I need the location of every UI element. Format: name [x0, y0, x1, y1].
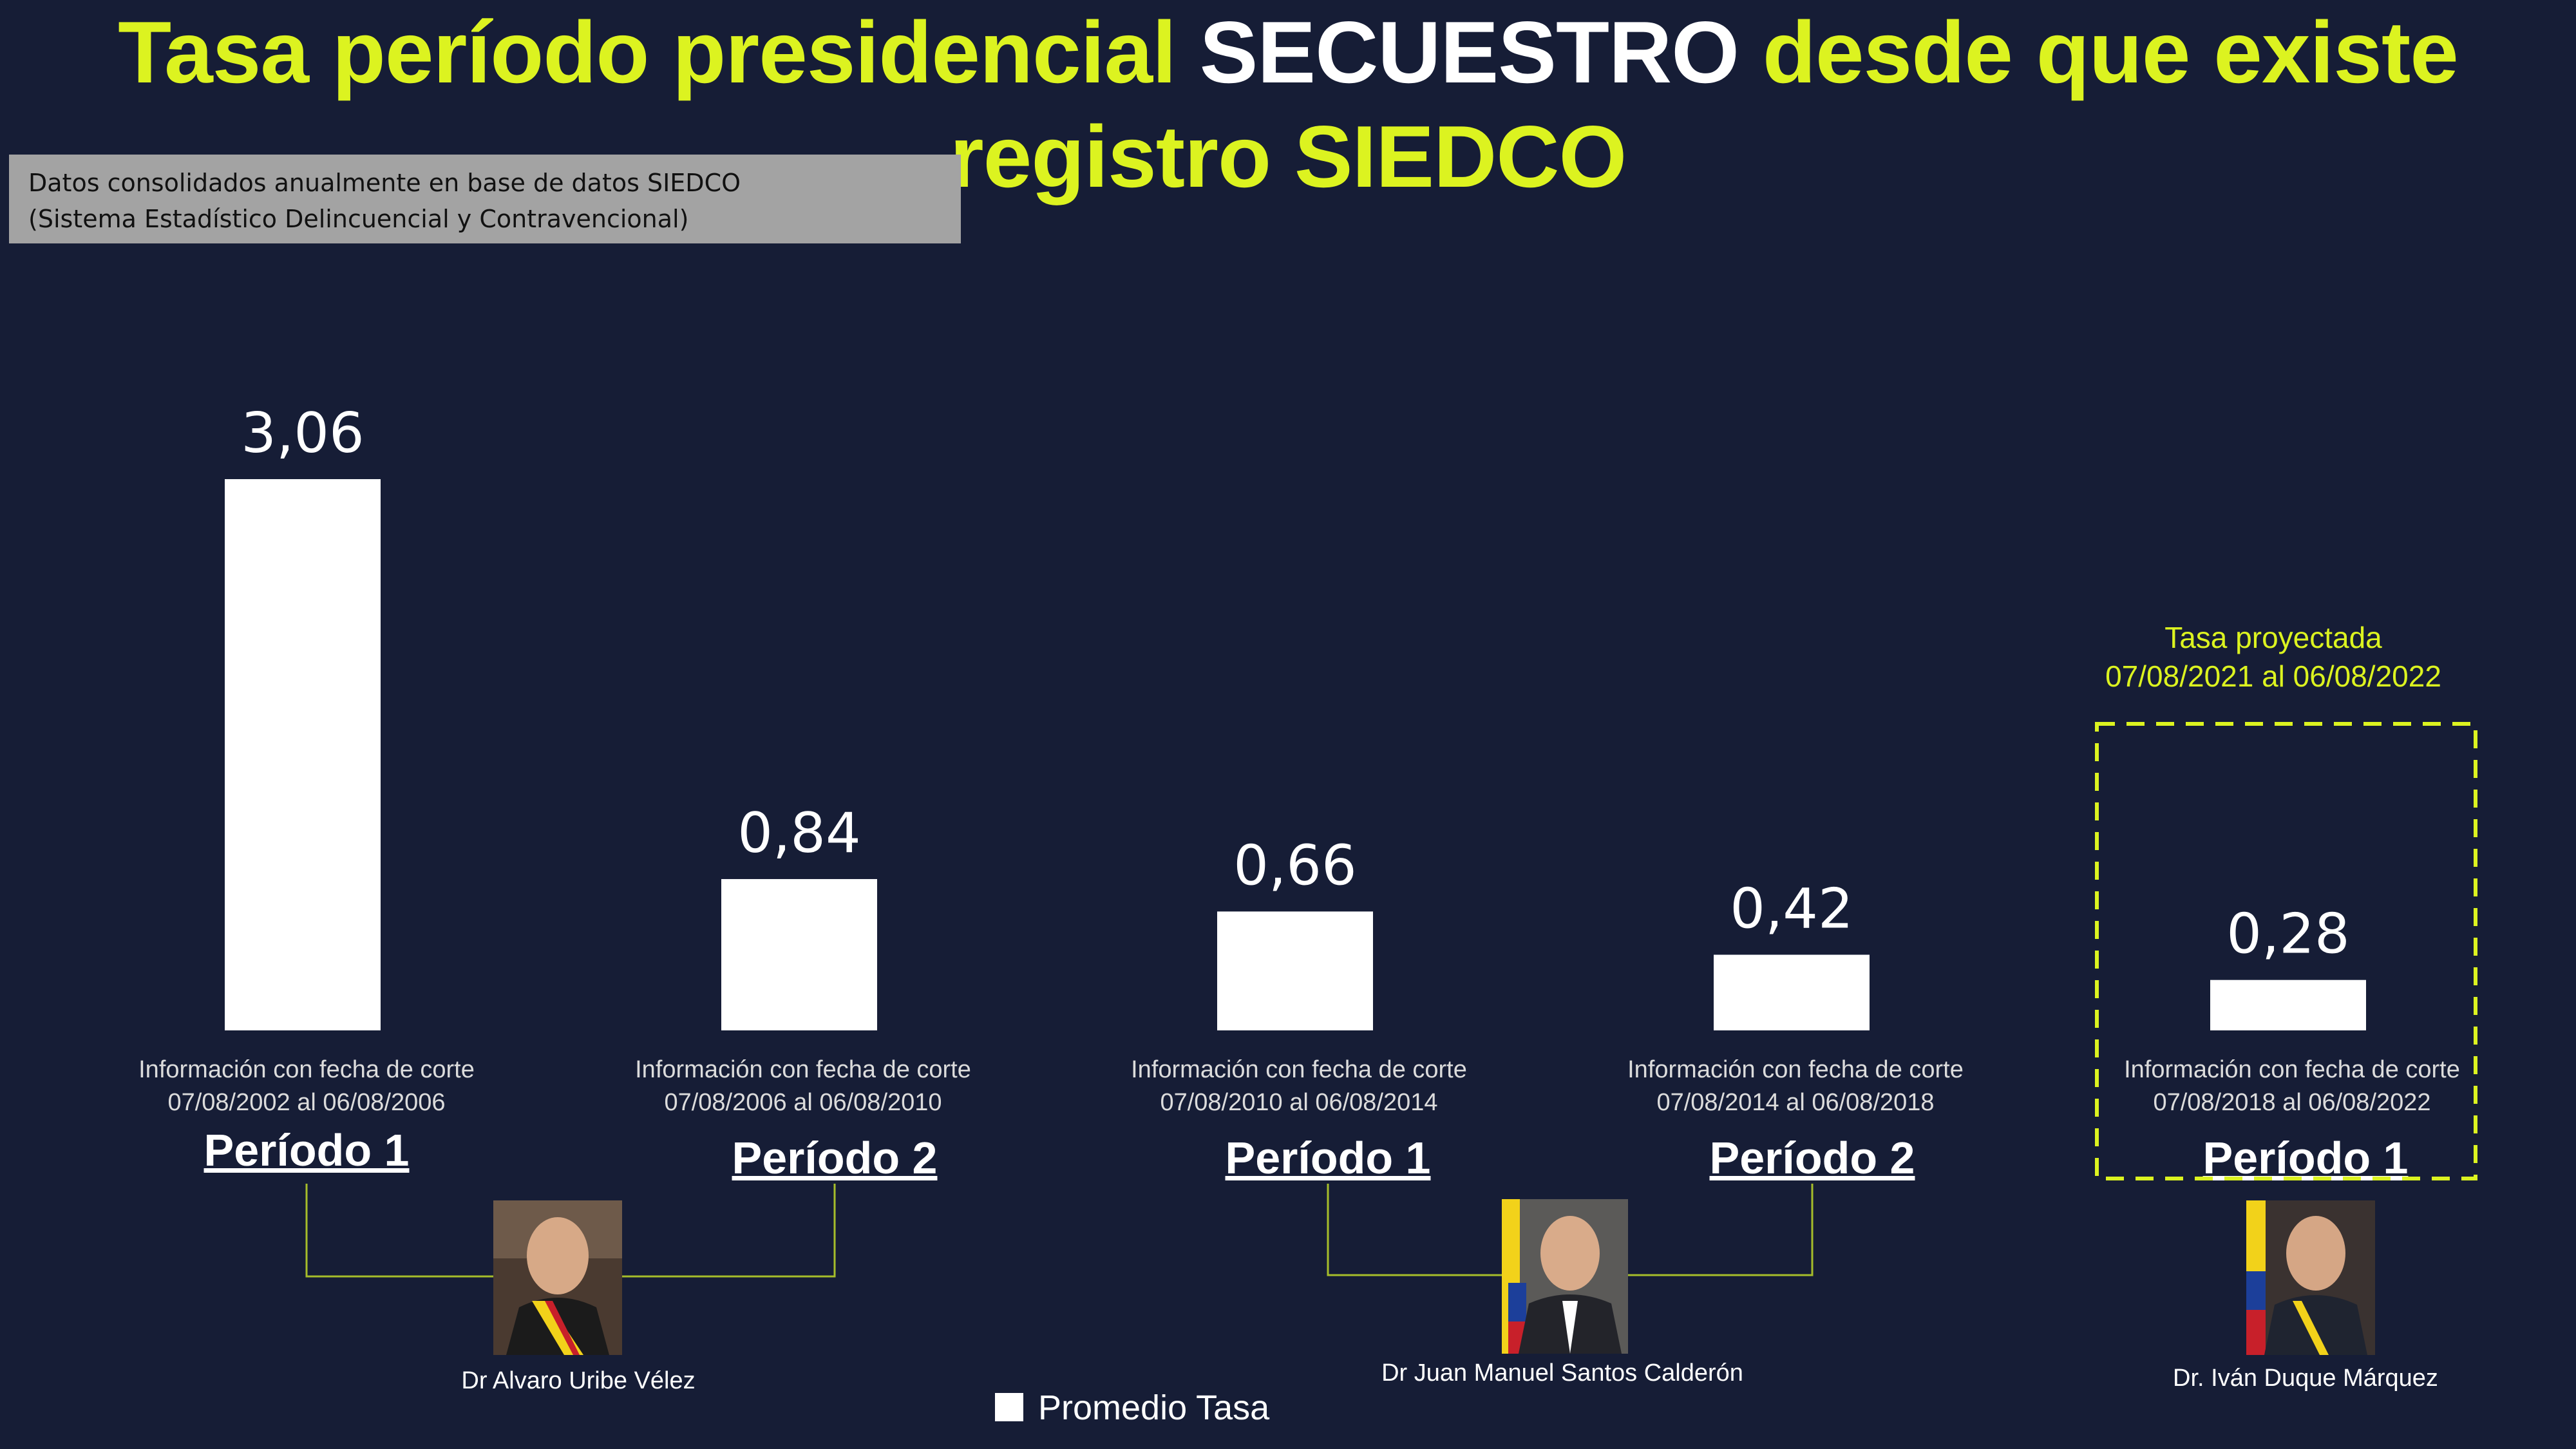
- bar-5: [2210, 980, 2366, 1030]
- period-label-3: Período 1: [1226, 1133, 1431, 1183]
- title-part-1: Tasa período presidencial: [118, 3, 1200, 101]
- data-label-4: 0,42: [1730, 877, 1853, 942]
- bar-2: [721, 879, 877, 1030]
- data-label-3: 0,66: [1233, 833, 1356, 898]
- president-name-duque: Dr. Iván Duque Márquez: [2173, 1365, 2438, 1392]
- title-part-2: desde que existe registro SIEDCO: [949, 3, 2459, 205]
- bar-3: [1217, 911, 1373, 1030]
- uribe-photo: [493, 1200, 622, 1355]
- source-note-line-1: Datos consolidados anualmente en base de…: [28, 169, 741, 197]
- labels-layer: 3,06 Información con fecha de corte 07/08/…: [138, 401, 2460, 1183]
- source-note: Datos consolidados anualmente en base de…: [9, 155, 961, 243]
- period-label-5: Período 1: [2203, 1133, 2409, 1183]
- data-label-1: 3,06: [241, 401, 364, 466]
- bars-layer: [225, 479, 2366, 1030]
- date-range-2: 07/08/2006 al 06/08/2010: [664, 1089, 942, 1116]
- cut-label-5: Información con fecha de corte: [2124, 1056, 2460, 1083]
- cut-label-4: Información con fecha de corte: [1627, 1056, 1964, 1083]
- title-highlight: SECUESTRO: [1199, 3, 1739, 101]
- projection-label-line-2: 07/08/2021 al 06/08/2022: [2105, 659, 2441, 693]
- date-range-5: 07/08/2018 al 06/08/2022: [2153, 1089, 2430, 1116]
- page-title: Tasa período presidencial SECUESTRO desd…: [0, 0, 2576, 209]
- legend-swatch: [995, 1393, 1023, 1421]
- bar-1: [225, 479, 381, 1030]
- data-label-2: 0,84: [737, 801, 860, 866]
- source-note-line-2: (Sistema Estadístico Delincuencial y Con…: [28, 205, 689, 233]
- duque-photo: [2246, 1200, 2375, 1355]
- period-label-1: Período 1: [204, 1125, 410, 1175]
- period-label-4: Período 2: [1710, 1133, 1915, 1183]
- projection-label-line-1: Tasa proyectada: [2164, 621, 2382, 654]
- date-range-4: 07/08/2014 al 06/08/2018: [1656, 1089, 1934, 1116]
- bar-4: [1714, 954, 1870, 1030]
- president-name-uribe: Dr Alvaro Uribe Vélez: [461, 1367, 695, 1394]
- legend-label: Promedio Tasa: [1038, 1388, 1270, 1427]
- data-label-5: 0,28: [2226, 902, 2349, 967]
- cut-label-2: Información con fecha de corte: [635, 1056, 971, 1083]
- period-label-2: Período 2: [732, 1133, 938, 1183]
- cut-label-3: Información con fecha de corte: [1131, 1056, 1467, 1083]
- president-name-santos: Dr Juan Manuel Santos Calderón: [1381, 1359, 1743, 1387]
- santos-photo: [1502, 1199, 1628, 1354]
- cut-label-1: Información con fecha de corte: [138, 1056, 475, 1083]
- date-range-1: 07/08/2002 al 06/08/2006: [167, 1089, 445, 1116]
- date-range-3: 07/08/2010 al 06/08/2014: [1160, 1089, 1437, 1116]
- projection-box: [2095, 722, 2477, 1180]
